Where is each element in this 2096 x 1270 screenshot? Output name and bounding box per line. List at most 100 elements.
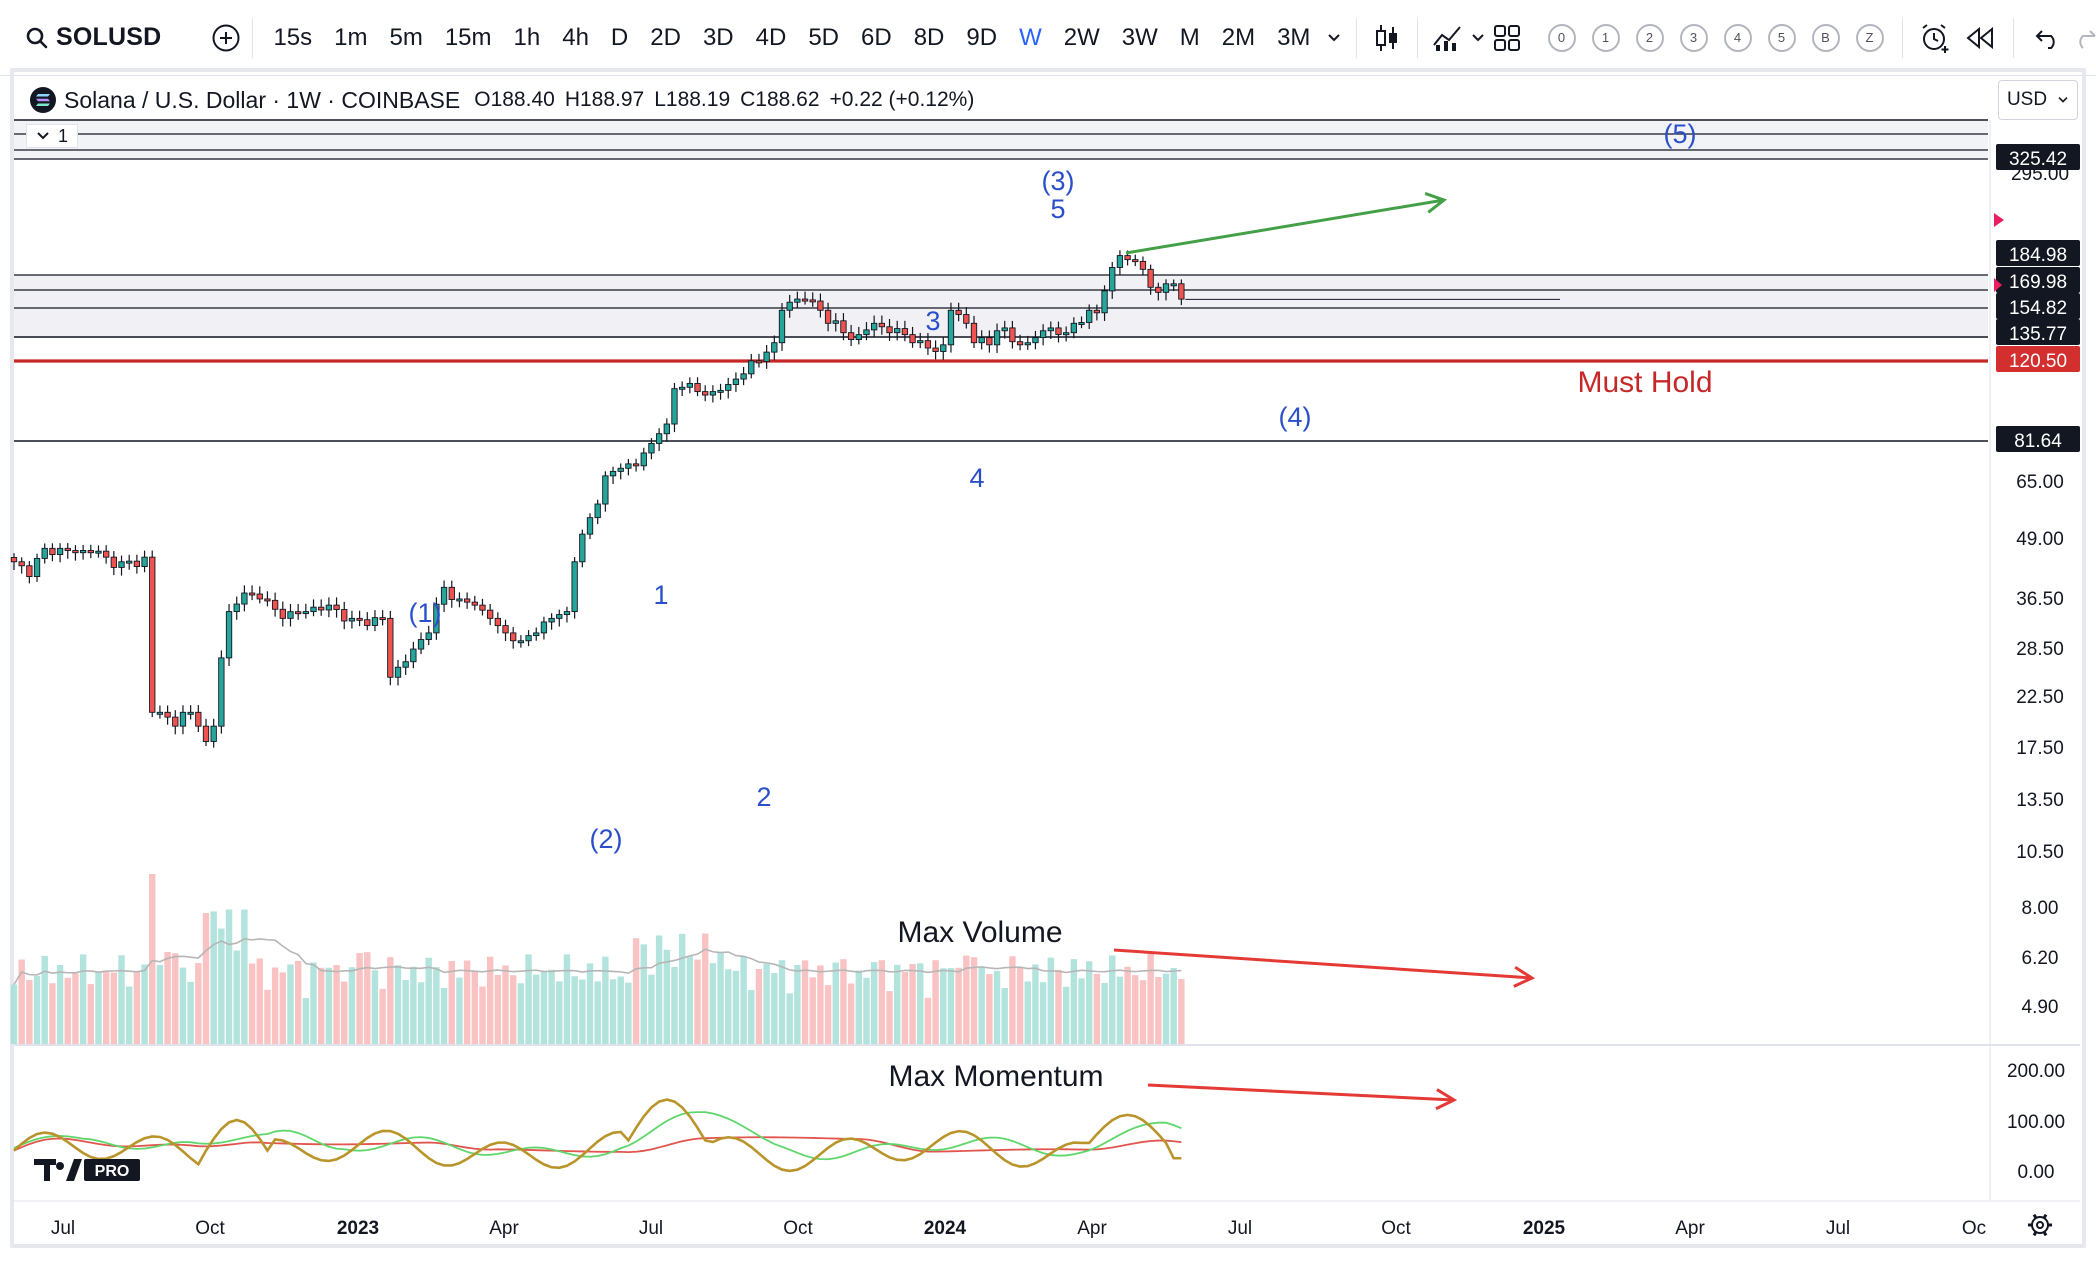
candle[interactable] bbox=[417, 632, 425, 655]
undo-button[interactable] bbox=[2023, 12, 2071, 64]
symbol-search[interactable]: SOLUSD bbox=[26, 12, 161, 64]
candle[interactable] bbox=[325, 597, 333, 618]
interval-3w[interactable]: 3W bbox=[1121, 23, 1158, 51]
candle[interactable] bbox=[1162, 279, 1170, 301]
legend-collapse-button[interactable]: 1 bbox=[26, 124, 78, 148]
candle[interactable] bbox=[878, 315, 885, 335]
candle[interactable] bbox=[571, 557, 578, 619]
candle[interactable] bbox=[425, 625, 432, 646]
candle[interactable] bbox=[955, 302, 962, 322]
candle[interactable] bbox=[440, 580, 448, 613]
candle[interactable] bbox=[625, 458, 632, 476]
candle[interactable] bbox=[318, 599, 325, 616]
candle[interactable] bbox=[387, 610, 394, 686]
candle[interactable] bbox=[18, 557, 25, 574]
candle[interactable] bbox=[748, 353, 755, 379]
candle[interactable] bbox=[1001, 320, 1008, 339]
candle[interactable] bbox=[241, 585, 248, 612]
layout-slot-b[interactable]: B bbox=[1811, 23, 1840, 52]
currency-select[interactable]: USD bbox=[1998, 80, 2078, 120]
candle[interactable] bbox=[26, 561, 33, 584]
interval-1m[interactable]: 1m bbox=[334, 23, 368, 51]
candle[interactable] bbox=[917, 332, 924, 349]
candle[interactable] bbox=[855, 326, 862, 345]
candle[interactable] bbox=[594, 499, 601, 525]
candle[interactable] bbox=[909, 326, 916, 348]
candle[interactable] bbox=[248, 585, 256, 601]
candle[interactable] bbox=[725, 377, 732, 399]
price-label[interactable]: 325.42 bbox=[1996, 144, 2080, 170]
candle[interactable] bbox=[110, 551, 117, 576]
candle[interactable] bbox=[1009, 320, 1016, 349]
interval-3d[interactable]: 3D bbox=[702, 23, 734, 51]
candle[interactable] bbox=[648, 438, 655, 460]
indicators-dropdown-button[interactable] bbox=[1468, 12, 1487, 64]
candle[interactable] bbox=[663, 418, 670, 442]
candle[interactable] bbox=[947, 302, 955, 353]
candle[interactable] bbox=[671, 382, 678, 433]
candle[interactable] bbox=[394, 659, 402, 686]
candle[interactable] bbox=[64, 543, 71, 559]
candle[interactable] bbox=[371, 610, 379, 632]
interval-9d[interactable]: 9D bbox=[966, 23, 998, 51]
candle[interactable] bbox=[494, 612, 501, 634]
candle[interactable] bbox=[717, 383, 724, 400]
candle[interactable] bbox=[894, 320, 901, 341]
candle[interactable] bbox=[1070, 317, 1077, 339]
candle[interactable] bbox=[1024, 335, 1031, 350]
candle[interactable] bbox=[1032, 330, 1039, 350]
candle[interactable] bbox=[279, 601, 286, 627]
candle[interactable] bbox=[287, 603, 294, 627]
candle[interactable] bbox=[732, 372, 740, 392]
candle[interactable] bbox=[840, 313, 847, 341]
layout-slot-5[interactable]: 5 bbox=[1767, 23, 1796, 52]
candle[interactable] bbox=[817, 293, 824, 318]
candle[interactable] bbox=[487, 604, 494, 626]
candle[interactable] bbox=[256, 586, 263, 604]
interval-5m[interactable]: 5m bbox=[389, 23, 423, 51]
candle[interactable] bbox=[755, 353, 763, 368]
divergence-arrow-volume[interactable] bbox=[1113, 948, 1536, 988]
candle[interactable] bbox=[702, 385, 709, 402]
layout-slot-0[interactable]: 0 bbox=[1547, 23, 1576, 52]
layout-slot-2[interactable]: 2 bbox=[1635, 23, 1664, 52]
interval-5d[interactable]: 5D bbox=[808, 23, 840, 51]
candle[interactable] bbox=[978, 330, 985, 350]
alert-button[interactable] bbox=[1912, 12, 1957, 64]
interval-4h[interactable]: 4h bbox=[562, 23, 589, 51]
candle[interactable] bbox=[801, 291, 809, 305]
layout-button[interactable] bbox=[1487, 12, 1527, 64]
candle[interactable] bbox=[471, 595, 478, 611]
candle[interactable] bbox=[778, 303, 786, 351]
candle[interactable] bbox=[341, 601, 348, 630]
divergence-arrow-price[interactable] bbox=[1125, 192, 1448, 255]
candle[interactable] bbox=[95, 545, 102, 558]
candle[interactable] bbox=[149, 550, 156, 718]
candle[interactable] bbox=[302, 603, 309, 619]
candle[interactable] bbox=[1093, 304, 1101, 321]
candle[interactable] bbox=[10, 553, 18, 570]
candle[interactable] bbox=[586, 513, 594, 540]
candle[interactable] bbox=[924, 332, 932, 355]
candle[interactable] bbox=[1063, 326, 1070, 342]
interval-2m[interactable]: 2M bbox=[1221, 23, 1256, 51]
price-axis[interactable]: 295.0065.0049.0036.5028.5022.5017.5013.5… bbox=[1996, 144, 2080, 1018]
candle[interactable] bbox=[364, 612, 371, 631]
layout-slot-z[interactable]: Z bbox=[1855, 23, 1884, 52]
candle[interactable] bbox=[210, 718, 217, 748]
candle[interactable] bbox=[1039, 324, 1047, 346]
candle[interactable] bbox=[679, 381, 686, 396]
candle[interactable] bbox=[402, 654, 409, 675]
candle[interactable] bbox=[525, 630, 532, 647]
candle[interactable] bbox=[1078, 316, 1085, 329]
candle[interactable] bbox=[655, 428, 663, 451]
candle[interactable] bbox=[1101, 285, 1108, 321]
candle[interactable] bbox=[164, 705, 171, 725]
interval-d[interactable]: D bbox=[610, 23, 629, 51]
candle[interactable] bbox=[56, 543, 64, 563]
candle[interactable] bbox=[1047, 321, 1054, 339]
candle[interactable] bbox=[103, 545, 110, 564]
candle[interactable] bbox=[195, 705, 202, 733]
candle[interactable] bbox=[333, 597, 340, 618]
layout-slot-1[interactable]: 1 bbox=[1591, 23, 1620, 52]
